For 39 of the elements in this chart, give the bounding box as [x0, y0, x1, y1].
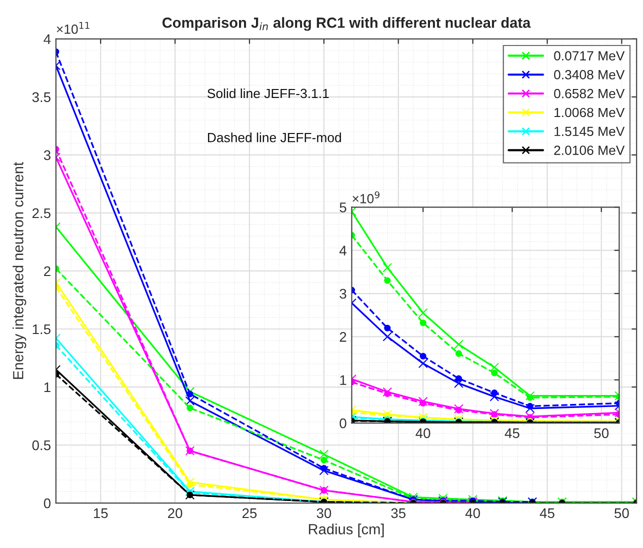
annotation: Solid line JEFF-3.1.1: [208, 88, 329, 98]
y-tick-label: 4: [339, 246, 346, 256]
y-tick-label: 1: [44, 382, 50, 392]
y-tick-label: 3: [340, 288, 346, 299]
legend-label: 0.3408 MeV: [554, 70, 625, 80]
legend-label: 2.0106 MeV: [554, 146, 625, 155]
y-tick-label: 0: [44, 498, 51, 508]
x-tick-label: 40: [465, 508, 480, 518]
legend-label: 0.0717 MeV: [554, 51, 625, 60]
y-tick-label: 1.5: [32, 324, 50, 334]
legend-label: 1.5145 MeV: [554, 126, 625, 136]
annotation: ×10$^{9}$: [352, 191, 380, 204]
annotation: Dashed line JEFF-mod: [208, 132, 341, 142]
x-tick-label: 40: [416, 428, 430, 438]
y-tick-label: 2: [44, 266, 50, 276]
x-tick-label: 25: [242, 508, 257, 518]
y-tick-label: 1: [340, 375, 346, 385]
text: ×10$^{11}$: [56, 22, 90, 34]
x-axis-title: Radius [cm]: [308, 524, 384, 538]
x-tick-label: 45: [540, 508, 554, 518]
x-tick-label: 50: [594, 428, 609, 438]
x-tick-label: 30: [316, 508, 332, 518]
y-tick-label: 3: [44, 150, 50, 160]
y-tick-label: 0: [340, 418, 346, 428]
x-tick-label: 50: [614, 508, 629, 518]
y-tick-label: 2: [340, 332, 346, 342]
legend-label: 1.0068 MeV: [554, 108, 625, 118]
legend-label: 0.6582 MeV: [554, 88, 625, 98]
x-tick-label: 35: [391, 508, 406, 518]
y-tick-label: 4: [44, 34, 51, 44]
x-tick-label: 20: [168, 508, 182, 518]
y-tick-label: 2.5: [32, 208, 50, 218]
y-tick-label: 3.5: [32, 92, 50, 102]
x-tick-label: 45: [504, 428, 520, 438]
x-tick-label: 15: [94, 508, 108, 518]
chart-title: Comparison J$_{in}$ along RC1 with different nuclear data: [162, 17, 531, 31]
y-axis-title: Energy integrated neutron current: [12, 162, 26, 379]
y-tick-label: 0.5: [32, 440, 50, 450]
y-tick-label: 5: [340, 202, 346, 212]
